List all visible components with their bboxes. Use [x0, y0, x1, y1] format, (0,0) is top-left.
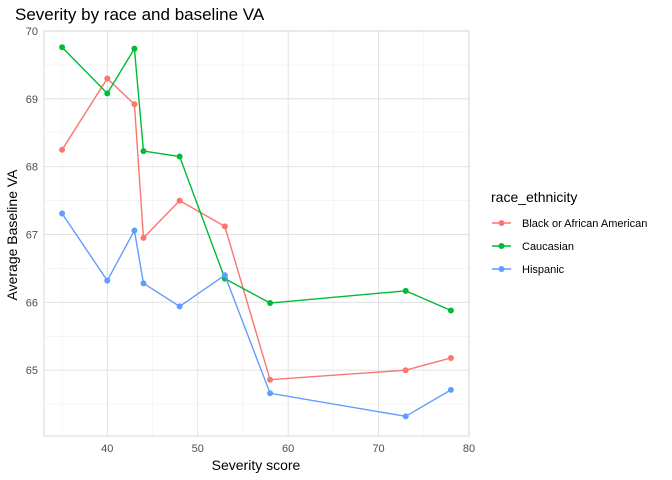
data-point: [131, 101, 138, 108]
y-tick-label: 67: [26, 230, 38, 242]
x-tick-label: 40: [101, 443, 113, 455]
x-tick-label: 60: [282, 443, 294, 455]
data-point: [176, 153, 183, 160]
legend: race_ethnicity Black or African American…: [491, 189, 647, 276]
data-point: [59, 146, 66, 153]
data-point: [176, 303, 183, 310]
data-point: [131, 45, 138, 52]
x-tick-label: 80: [463, 443, 475, 455]
y-tick-label: 70: [26, 26, 38, 38]
y-axis-title: Average Baseline VA: [4, 169, 20, 301]
data-point: [104, 277, 111, 284]
data-point: [140, 234, 147, 241]
series-2: [59, 210, 454, 420]
ticks: 40 50 60 70 80 65 66 67 68 69 70: [26, 26, 475, 455]
series-layer: [59, 44, 454, 420]
data-point: [402, 413, 409, 420]
data-point: [402, 367, 409, 374]
data-point: [221, 272, 228, 279]
data-point: [104, 90, 111, 97]
y-tick-label: 68: [26, 162, 38, 174]
data-point: [59, 44, 66, 51]
x-axis-title: Severity score: [212, 457, 301, 473]
data-point: [59, 210, 66, 217]
data-point: [447, 386, 454, 393]
series-line: [61, 46, 452, 312]
x-tick-label: 50: [192, 443, 204, 455]
data-point: [267, 390, 274, 397]
chart-title: Severity by race and baseline VA: [15, 5, 265, 24]
legend-label: Black or African American: [522, 218, 647, 230]
series-line: [61, 213, 452, 418]
legend-key-point: [498, 243, 505, 249]
x-tick-label: 70: [372, 443, 384, 455]
legend-title: race_ethnicity: [491, 189, 577, 205]
legend-key-point: [498, 266, 505, 272]
data-point: [447, 354, 454, 361]
data-point: [131, 227, 138, 234]
legend-label: Hispanic: [522, 264, 565, 276]
data-point: [447, 307, 454, 314]
data-point: [176, 197, 183, 204]
data-point: [104, 75, 111, 82]
data-point: [402, 287, 409, 294]
data-point: [267, 376, 274, 383]
y-tick-label: 66: [26, 297, 38, 309]
legend-key-point: [498, 220, 505, 226]
series-line: [61, 77, 452, 381]
y-tick-label: 65: [26, 365, 38, 377]
y-tick-label: 69: [26, 94, 38, 106]
data-point: [267, 300, 274, 307]
series-1: [59, 44, 454, 314]
series-0: [59, 75, 454, 383]
data-point: [140, 148, 147, 155]
legend-label: Caucasian: [522, 241, 574, 253]
data-point: [140, 280, 147, 287]
plot-panel: [43, 30, 470, 437]
data-point: [221, 223, 228, 230]
